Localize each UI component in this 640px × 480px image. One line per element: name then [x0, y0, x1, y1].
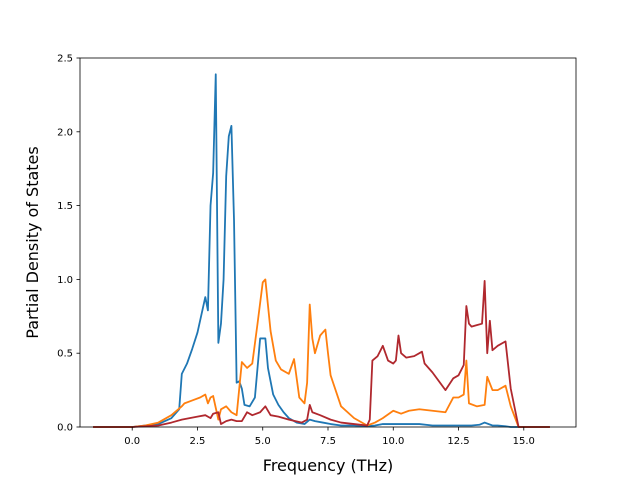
y-tick-label: 1.0 [57, 275, 73, 286]
y-axis-label: Partial Density of States [23, 146, 42, 338]
series-line-3 [93, 279, 550, 428]
axis-ticks: 0.0 2.5 5.0 7.5 10.0 12.5 15.0 0.0 0.5 1.0 1.5 2.0 2… [57, 54, 535, 448]
plot-area [80, 58, 576, 427]
y-tick-label: 2.0 [57, 127, 73, 138]
plot-frame [79, 57, 577, 428]
y-tick-label: 1.5 [57, 201, 73, 212]
series-line-2 [93, 278, 550, 428]
x-tick-label: 12.5 [447, 436, 469, 447]
series-lines [93, 73, 550, 428]
x-tick-label: 15.0 [513, 436, 535, 447]
x-tick-label: 0.0 [124, 436, 140, 447]
x-tick-label: 7.5 [320, 436, 336, 447]
y-tick-label: 0.0 [57, 423, 73, 434]
x-tick-label: 10.0 [382, 436, 404, 447]
x-tick-label: 2.5 [190, 436, 206, 447]
y-tick-label: 0.5 [57, 349, 73, 360]
y-tick-label: 2.5 [57, 54, 73, 65]
series-line-1 [93, 73, 550, 428]
x-tick-label: 5.0 [255, 436, 271, 447]
x-axis-label: Frequency (THz) [263, 456, 393, 475]
